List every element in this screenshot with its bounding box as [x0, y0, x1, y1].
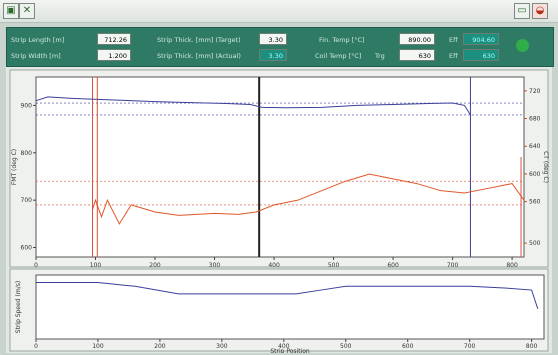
thick-actual-field: 3.30	[259, 49, 287, 61]
x-tick-label: 500	[328, 262, 340, 269]
status-indicator	[516, 39, 529, 52]
speed-series-line	[36, 282, 539, 310]
fin-temp-field[interactable]: 890.00	[399, 33, 435, 45]
strip-width-field[interactable]: 1.200	[97, 49, 131, 61]
monitor-icon[interactable]: ▭	[514, 3, 530, 19]
speed-plot-area	[35, 274, 545, 340]
speed-x-tick-label: 0	[34, 343, 38, 350]
speed-x-tick-label: 200	[154, 343, 166, 350]
thick-target-field[interactable]: 3.30	[259, 33, 287, 45]
speed-x-tick-label: 800	[526, 343, 538, 350]
y-left-tick-label: 700	[21, 197, 33, 204]
x-tick-label: 300	[209, 262, 221, 269]
coil-temp-eff-field: 630	[463, 49, 499, 61]
y-left-tick-label: 600	[21, 245, 33, 252]
y-right-axis-title: CT (deg C)	[542, 151, 549, 183]
main-plot-area	[35, 76, 525, 258]
parameter-panel: Strip Length [m] 712.26 Strip Width [m] …	[6, 27, 554, 67]
coil-temp-label: Coil Temp [°C]	[315, 52, 362, 60]
speed-x-tick-label: 500	[340, 343, 352, 350]
x-tick-label: 700	[447, 262, 459, 269]
y-right-tick-label: 500	[529, 240, 541, 247]
x-tick-label: 200	[149, 262, 161, 269]
x-tick-label: 100	[90, 262, 102, 269]
fin-temp-eff-label: Eff	[449, 36, 458, 44]
y-right-tick-label: 680	[529, 116, 541, 123]
x-tick-label: 0	[34, 262, 38, 269]
coil-temp-eff-label: Eff	[449, 52, 458, 60]
y-right-tick-label: 600	[529, 171, 541, 178]
y-left-axis-title: FMT (deg C)	[11, 149, 18, 185]
window-icon[interactable]: ▣	[3, 3, 19, 19]
speed-x-tick-label: 600	[402, 343, 414, 350]
speed-y-axis-title: Strip Speed (m/s)	[15, 281, 22, 333]
speed-x-tick-label: 300	[216, 343, 228, 350]
charts-svg: 0 100 200 300 400 500 600 700 800 600 700 800 900 500…	[9, 69, 549, 353]
fin-temp-eff-field: 904.60	[463, 33, 499, 45]
coil-temp-trg-field[interactable]: 630	[399, 49, 435, 61]
strip-length-field[interactable]: 712.26	[97, 33, 131, 45]
y-right-tick-label: 560	[529, 199, 541, 206]
series-line-1	[35, 96, 471, 116]
thick-actual-label: Strip Thick. [mm] (Actual)	[157, 52, 241, 60]
bowl-icon[interactable]: ◒	[532, 3, 548, 19]
close-panel-icon[interactable]: ✕	[19, 3, 35, 19]
coil-temp-trg-label: Trg	[375, 52, 385, 60]
speed-x-tick-label: 100	[92, 343, 104, 350]
x-tick-label: 800	[506, 262, 518, 269]
speed-x-tick-label: 700	[464, 343, 476, 350]
graph-area: 0 100 200 300 400 500 600 700 800 600 700 800 900 500…	[6, 67, 552, 353]
x-tick-label: 400	[268, 262, 280, 269]
y-left-tick-label: 900	[21, 102, 33, 109]
strip-length-label: Strip Length [m]	[11, 36, 65, 44]
fin-temp-label: Fin. Temp [°C]	[319, 36, 365, 44]
strip-width-label: Strip Width [m]	[11, 52, 61, 60]
speed-x-tick-label: 400	[278, 343, 290, 350]
thick-target-label: Strip Thick. [mm] (Target)	[157, 36, 241, 44]
series-line-2	[92, 173, 525, 225]
toolbar: ▣ ✕ ▭ ◒	[0, 0, 558, 23]
x-tick-label: 600	[387, 262, 399, 269]
y-right-tick-label: 720	[529, 88, 541, 95]
y-left-tick-label: 800	[21, 150, 33, 157]
y-right-tick-label: 640	[529, 143, 541, 150]
speed-x-axis-title: Strip Position	[270, 348, 310, 353]
